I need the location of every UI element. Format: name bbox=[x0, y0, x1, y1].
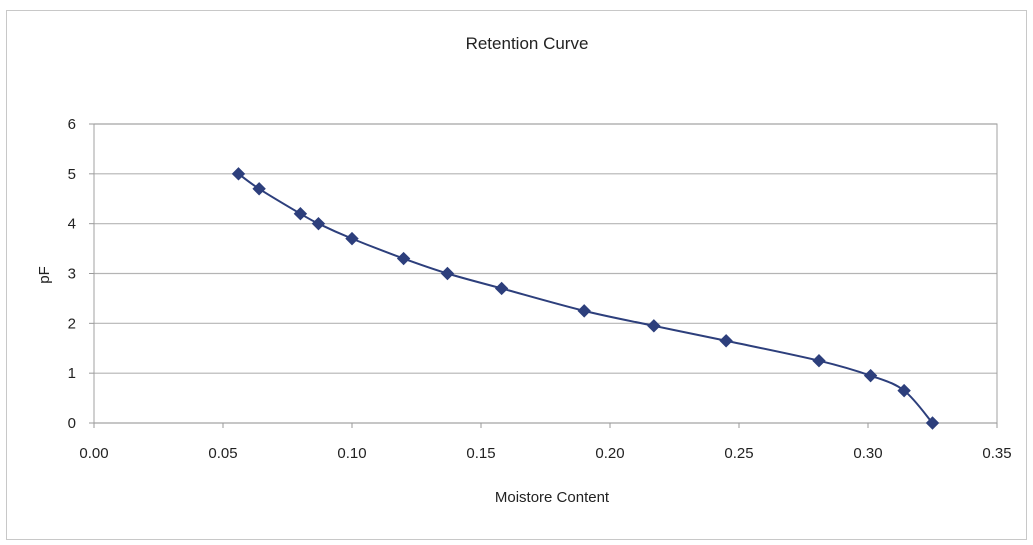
x-tick-label: 0.05 bbox=[208, 445, 237, 462]
retention-curve-chart: Retention Curve 0 1 2 3 4 5 6 0.00 0.05 0.10 0.15… bbox=[36, 34, 1012, 506]
data-point-marker bbox=[311, 216, 326, 231]
data-point-marker bbox=[863, 368, 878, 383]
data-point-marker bbox=[396, 251, 411, 266]
x-tick-label: 0.00 bbox=[79, 445, 108, 462]
data-point-marker bbox=[440, 266, 455, 281]
data-point-marker bbox=[252, 182, 266, 196]
data-point-marker bbox=[719, 334, 733, 348]
y-axis-label: pF bbox=[36, 266, 53, 284]
y-tick-label: 3 bbox=[68, 266, 76, 283]
data-point-marker bbox=[647, 319, 661, 333]
series-line bbox=[237, 173, 934, 424]
x-axis-ticks: 0.00 0.05 0.10 0.15 0.20 0.25 0.30 0.35 bbox=[79, 423, 1012, 462]
x-tick-label: 0.15 bbox=[466, 445, 495, 462]
y-axis-ticks: 0 1 2 3 4 5 6 bbox=[68, 116, 94, 432]
y-tick-label: 1 bbox=[68, 365, 76, 382]
x-tick-label: 0.20 bbox=[595, 445, 624, 462]
x-tick-label: 0.25 bbox=[724, 445, 753, 462]
x-axis-label: Moistore Content bbox=[495, 489, 610, 506]
y-tick-label: 0 bbox=[68, 415, 76, 432]
data-point-marker bbox=[345, 231, 359, 246]
y-tick-label: 2 bbox=[68, 315, 76, 332]
y-tick-label: 5 bbox=[68, 166, 76, 183]
x-tick-label: 0.30 bbox=[853, 445, 882, 462]
y-tick-label: 6 bbox=[68, 116, 76, 133]
x-tick-label: 0.35 bbox=[982, 445, 1011, 462]
data-point-marker bbox=[897, 383, 911, 398]
data-point-marker bbox=[925, 416, 940, 430]
data-point-marker bbox=[812, 354, 826, 368]
chart-title: Retention Curve bbox=[466, 34, 589, 53]
chart-frame: Retention Curve 0 1 2 3 4 5 6 0.00 0.05 0.10 0.15… bbox=[6, 10, 1027, 540]
data-point-marker bbox=[494, 281, 509, 296]
y-tick-label: 4 bbox=[68, 216, 76, 233]
data-point-marker bbox=[577, 304, 591, 318]
data-point-marker bbox=[293, 206, 308, 221]
data-point-marker bbox=[231, 167, 246, 181]
gridlines bbox=[94, 123, 997, 424]
series-group bbox=[231, 167, 940, 430]
x-tick-label: 0.10 bbox=[337, 445, 366, 462]
